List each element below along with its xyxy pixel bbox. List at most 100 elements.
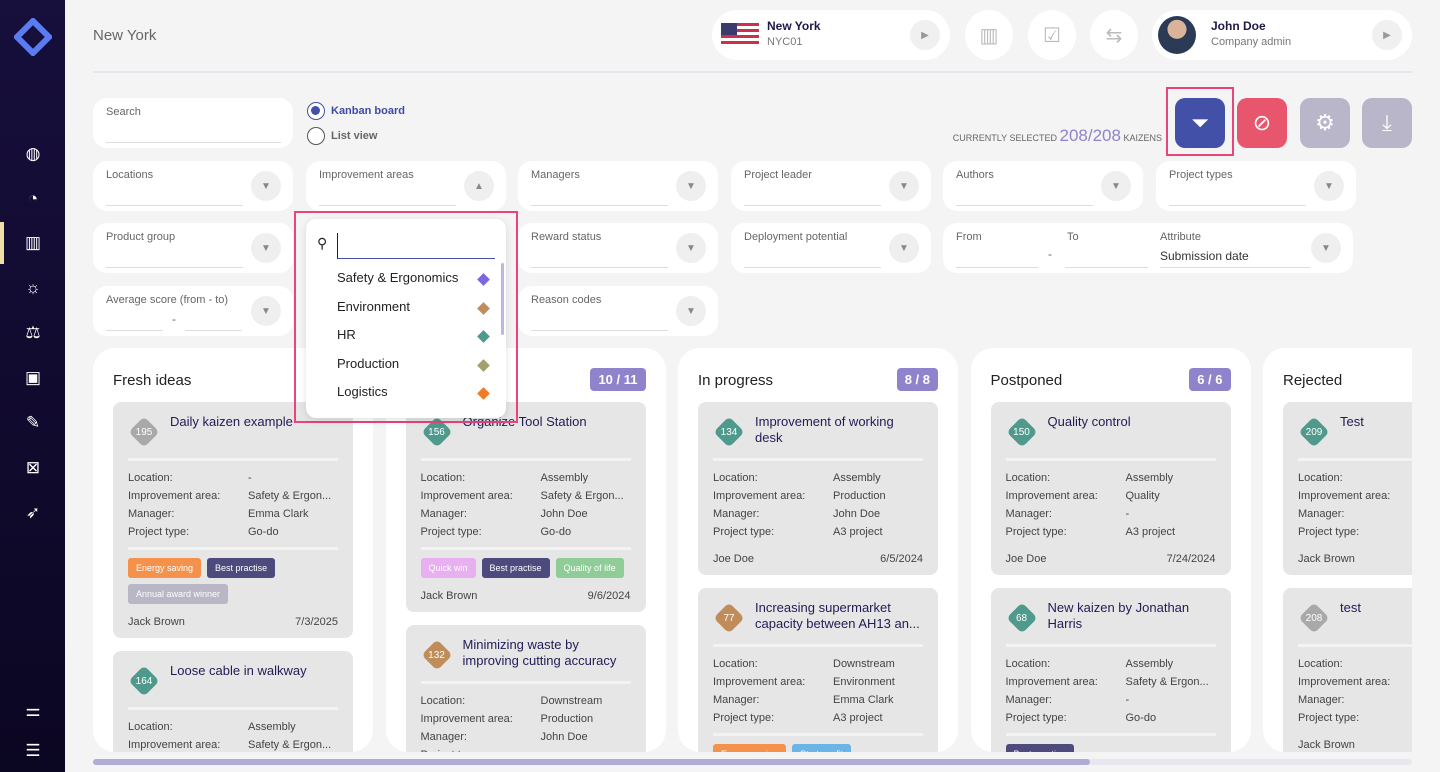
signpost-icon[interactable]: ⇆ bbox=[1090, 10, 1138, 60]
download-button[interactable]: ⤓ bbox=[1362, 98, 1412, 148]
scrollbar-thumb[interactable] bbox=[93, 759, 1090, 765]
field-label: Improvement area: bbox=[1298, 676, 1391, 688]
chevron-down-icon[interactable]: ▼ bbox=[889, 233, 919, 263]
chevron-right-icon[interactable]: ▶ bbox=[910, 20, 940, 50]
chevron-down-icon[interactable]: ▼ bbox=[676, 296, 706, 326]
chevron-down-icon[interactable]: ▼ bbox=[676, 233, 706, 263]
score-value: 134 bbox=[720, 426, 738, 438]
card-title[interactable]: Test bbox=[1340, 414, 1364, 429]
field-value: A3 project bbox=[833, 526, 883, 538]
chevron-down-icon[interactable]: ▼ bbox=[251, 171, 281, 201]
card-author: Joe Doe bbox=[713, 553, 754, 565]
kaizen-card[interactable]: 195 Daily kaizen example Location: - Improve… bbox=[113, 402, 353, 638]
card-title[interactable]: Loose cable in walkway bbox=[170, 663, 307, 678]
location-selector[interactable]: New York NYC01 ▶ bbox=[712, 10, 950, 60]
us-flag-icon bbox=[721, 23, 759, 45]
filter-label: Authors bbox=[956, 169, 994, 181]
authors-filter[interactable]: Authors ▼ bbox=[943, 161, 1143, 211]
field-value: Assembly bbox=[833, 472, 881, 484]
card-author: Jack Brown bbox=[420, 590, 478, 602]
field-label: Improvement area: bbox=[1005, 490, 1098, 502]
dropdown-option[interactable]: HR bbox=[337, 327, 356, 342]
scale-icon[interactable]: ⚖ bbox=[25, 323, 41, 342]
chevron-down-icon[interactable]: ▼ bbox=[676, 171, 706, 201]
from-input[interactable] bbox=[956, 267, 1038, 268]
card-title[interactable]: Improvement of working desk bbox=[755, 414, 894, 445]
kaizen-card[interactable]: 134 Improvement of working desk Location: A… bbox=[698, 402, 938, 575]
chevron-right-icon[interactable]: ▶ bbox=[1372, 20, 1402, 50]
card-title[interactable]: Increasing supermarket capacity between … bbox=[755, 600, 920, 631]
dropdown-option[interactable]: Environment bbox=[337, 298, 410, 314]
kaizen-card[interactable]: 209 Test Location: Improvement area: Manager… bbox=[1283, 402, 1412, 575]
chevron-down-icon[interactable]: ▼ bbox=[251, 296, 281, 326]
field-value: John Doe bbox=[833, 508, 881, 520]
dropdown-option[interactable]: Safety & Ergonomics bbox=[337, 270, 459, 285]
tag-list: Quick win Best practise Quality of life bbox=[420, 558, 631, 578]
clear-filter-button[interactable]: ⊘ bbox=[1237, 98, 1287, 148]
clipboard-x-icon[interactable]: ⊠ bbox=[25, 458, 41, 477]
reason-codes-filter[interactable]: Reason codes ▼ bbox=[518, 286, 718, 336]
project-leader-filter[interactable]: Project leader ▼ bbox=[731, 161, 931, 211]
kanban-icon[interactable]: ▥ bbox=[24, 233, 42, 252]
pie-chart-icon[interactable]: ◔ bbox=[27, 189, 39, 208]
improvement-areas-filter[interactable]: Improvement areas ▲ bbox=[306, 161, 506, 211]
dropdown-search-input[interactable] bbox=[337, 233, 495, 259]
card-divider bbox=[713, 458, 923, 461]
settings-button[interactable]: ⚙ bbox=[1300, 98, 1350, 148]
dropdown-option[interactable]: Logistics bbox=[337, 384, 388, 399]
card-title[interactable]: Quality control bbox=[1047, 414, 1131, 429]
lightbulb-icon[interactable]: ☼ bbox=[25, 278, 41, 297]
card-field: Location: bbox=[1298, 469, 1412, 487]
chevron-down-icon[interactable]: ▼ bbox=[1314, 171, 1344, 201]
field-label: Improvement area: bbox=[1298, 490, 1391, 502]
card-field: Project type: A3 project bbox=[713, 709, 923, 727]
kanban-board: Fresh ideas 195 Daily kaizen example Locati… bbox=[93, 348, 1412, 752]
kanban-board-radio[interactable] bbox=[307, 102, 325, 120]
list-view-label[interactable]: List view bbox=[331, 130, 378, 142]
card-title[interactable]: Minimizing waste by improving cutting ac… bbox=[462, 637, 617, 668]
list-view-radio[interactable] bbox=[307, 127, 325, 145]
rocket-icon[interactable]: ➶ bbox=[25, 503, 41, 522]
chevron-up-icon[interactable]: ▲ bbox=[464, 171, 494, 201]
chevron-down-icon[interactable]: ▼ bbox=[251, 233, 281, 263]
chevron-down-icon[interactable]: ▼ bbox=[1101, 171, 1131, 201]
chevron-down-icon[interactable]: ▼ bbox=[1311, 233, 1341, 263]
kaizen-card[interactable]: 68 New kaizen by Jonathan Harris Location:… bbox=[990, 588, 1231, 752]
kaizen-card[interactable]: 150 Quality control Location: Assembly Impro… bbox=[990, 402, 1231, 575]
managers-filter[interactable]: Managers ▼ bbox=[518, 161, 718, 211]
search-field[interactable]: Search bbox=[93, 98, 293, 148]
deployment-potential-filter[interactable]: Deployment potential ▼ bbox=[731, 223, 931, 273]
kanban-board-label[interactable]: Kanban board bbox=[331, 105, 405, 117]
dropdown-option[interactable]: Production bbox=[337, 355, 400, 371]
clipboard-check-icon[interactable]: ☑ bbox=[1028, 10, 1076, 60]
card-footer: Jack Brown bbox=[1298, 553, 1412, 565]
sliders-icon[interactable]: ⚌ bbox=[25, 701, 41, 720]
filter-button[interactable]: ⏷ bbox=[1175, 98, 1225, 148]
globe-icon[interactable]: ◍ bbox=[25, 144, 41, 163]
reward-status-filter[interactable]: Reward status ▼ bbox=[518, 223, 718, 273]
product-group-filter[interactable]: Product group ▼ bbox=[93, 223, 293, 273]
kaizen-card[interactable]: 156 Organize Tool Station Location: Assembl… bbox=[405, 402, 646, 612]
field-label: Project type: bbox=[421, 746, 541, 752]
kaizen-card[interactable]: 164 Loose cable in walkway Location: Assemb… bbox=[113, 651, 353, 752]
card-title[interactable]: Daily kaizen example bbox=[170, 414, 293, 429]
header-divider bbox=[93, 71, 1412, 73]
clipboard-plus-icon[interactable]: ▣ bbox=[24, 368, 42, 387]
attribute-select[interactable]: Submission date bbox=[1160, 249, 1249, 263]
chevron-down-icon[interactable]: ▼ bbox=[889, 171, 919, 201]
logo-icon[interactable] bbox=[14, 18, 52, 56]
kaizen-card[interactable]: 132 Minimizing waste by improving cutting… bbox=[405, 625, 646, 752]
card-title[interactable]: New kaizen by Jonathan Harris bbox=[1047, 600, 1190, 631]
menu-icon[interactable]: ☰ bbox=[25, 741, 41, 760]
dropdown-scrollbar[interactable] bbox=[501, 263, 504, 335]
user-menu[interactable]: John Doe Company admin ▶ bbox=[1152, 10, 1412, 60]
kanban-shortcut-icon[interactable]: ▥ bbox=[965, 10, 1013, 60]
edit-icon[interactable]: ✎ bbox=[25, 413, 41, 432]
locations-filter[interactable]: Locations ▼ bbox=[93, 161, 293, 211]
kaizen-card[interactable]: 208 test Location: Improvement area: Manager… bbox=[1283, 588, 1412, 752]
to-input[interactable] bbox=[1065, 267, 1148, 268]
project-types-filter[interactable]: Project types ▼ bbox=[1156, 161, 1356, 211]
average-score-filter[interactable]: Average score (from - to) - ▼ bbox=[93, 286, 293, 336]
kaizen-card[interactable]: 77 Increasing supermarket capacity betwee… bbox=[698, 588, 938, 752]
card-title[interactable]: test bbox=[1340, 600, 1361, 615]
